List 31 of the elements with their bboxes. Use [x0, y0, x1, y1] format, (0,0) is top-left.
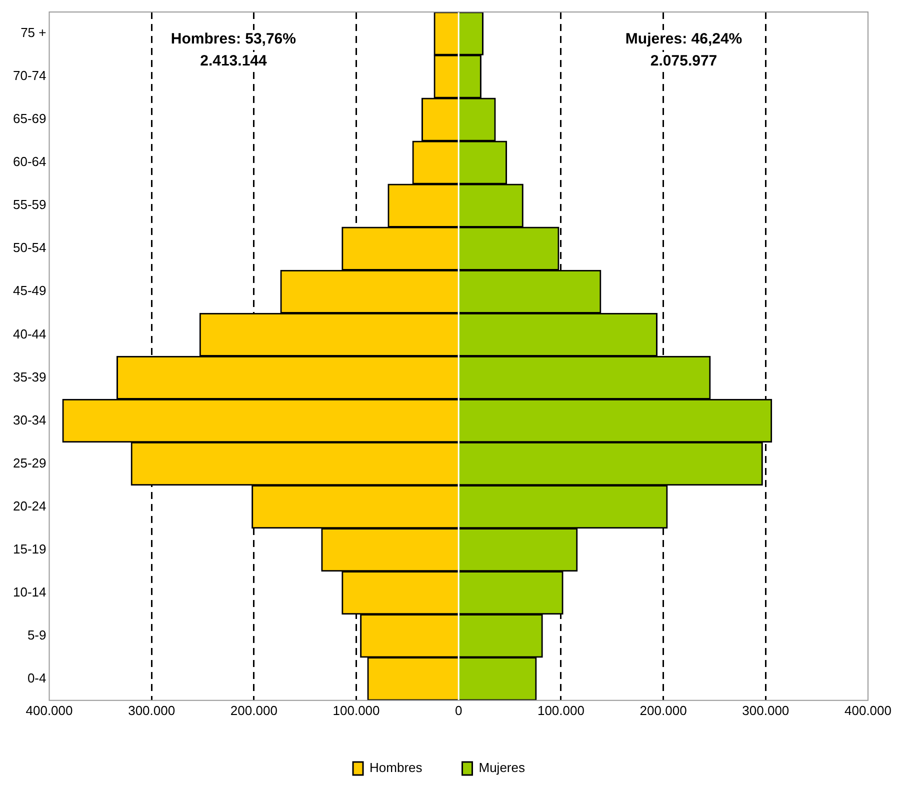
y-tick-label: 75 +	[20, 25, 46, 40]
x-tick-label: 300.000	[128, 702, 176, 718]
legend-label: Mujeres	[478, 760, 526, 776]
annotation: 2.075.977	[650, 52, 718, 70]
annotation: 2.413.144	[200, 52, 268, 70]
y-tick-label: 45-49	[13, 283, 46, 298]
y-tick-label: 10-14	[13, 584, 46, 600]
y-tick-label: 70-74	[13, 68, 46, 84]
annotation: Mujeres: 46,24%	[625, 30, 742, 48]
y-tick-label: 25-29	[13, 455, 46, 470]
y-tick-label: 35-39	[13, 369, 46, 384]
y-tick-label: 5-9	[27, 627, 46, 642]
y-tick-label: 50-54	[13, 240, 46, 256]
x-tick-label: 400.000	[844, 702, 892, 718]
annotation: Hombres: 53,76%	[170, 30, 296, 48]
y-tick-label: 30-34	[13, 412, 46, 428]
y-tick-label: 20-24	[13, 498, 46, 514]
x-tick-label: 200.000	[230, 702, 278, 718]
y-tick-label: 0-4	[27, 670, 46, 686]
x-tick-label: 400.000	[26, 702, 73, 718]
x-tick-label: 0	[455, 702, 462, 718]
y-tick-label: 55-59	[13, 197, 46, 212]
x-tick-label: 300.000	[742, 702, 790, 718]
x-tick-label: 100.000	[332, 702, 380, 718]
y-tick-label: 65-69	[13, 111, 46, 126]
legend-label: Hombres	[370, 760, 423, 776]
x-tick-label: 100.000	[537, 702, 584, 718]
y-tick-label: 60-64	[13, 154, 46, 170]
y-tick-label: 40-44	[13, 326, 46, 342]
x-tick-label: 200.000	[640, 702, 687, 718]
y-tick-label: 15-19	[13, 541, 46, 556]
